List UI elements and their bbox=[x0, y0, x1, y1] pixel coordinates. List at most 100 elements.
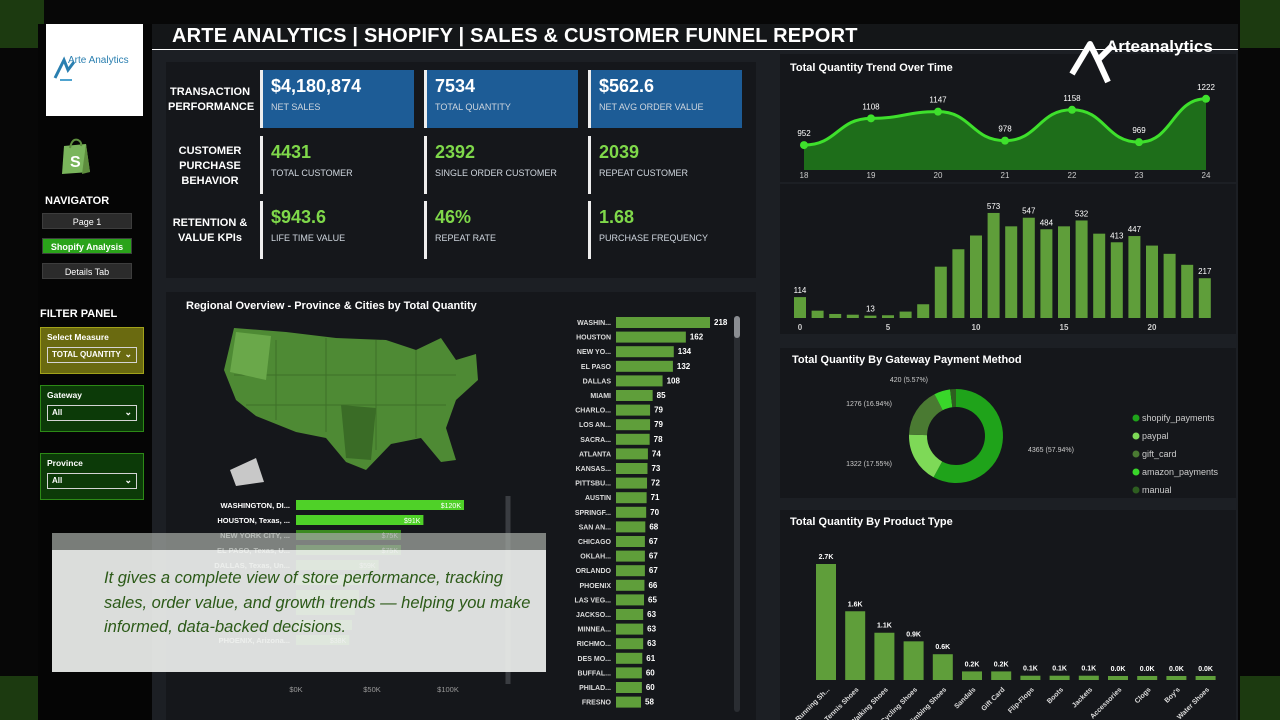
city-value: 78 bbox=[654, 435, 663, 444]
trend-x-tick: 19 bbox=[867, 171, 876, 178]
shopify-icon: S bbox=[62, 138, 90, 174]
product-bar bbox=[816, 564, 836, 680]
province-bar bbox=[296, 515, 424, 525]
province-x-tick: $50K bbox=[363, 685, 381, 694]
hourly-bar bbox=[864, 315, 877, 318]
trend-title: Total Quantity Trend Over Time bbox=[790, 62, 953, 74]
kpi-lifetime-value: $943.6 LIFE TIME VALUE bbox=[260, 201, 414, 259]
city-label: WASHIN... bbox=[577, 320, 611, 327]
city-label: PHOENIX bbox=[579, 583, 611, 590]
corner-decoration bbox=[0, 676, 44, 720]
product-category-label: Boots bbox=[1046, 686, 1065, 705]
kpi-label: NET AVG ORDER VALUE bbox=[599, 102, 704, 112]
kpi-value: 2392 bbox=[435, 142, 476, 162]
product-data-label: 0.2K bbox=[965, 661, 980, 668]
trend-data-label: 952 bbox=[797, 129, 811, 138]
city-label: NEW YO... bbox=[577, 349, 611, 356]
hourly-bar bbox=[1005, 226, 1018, 318]
city-label: HOUSTON bbox=[576, 335, 611, 342]
city-value: 70 bbox=[650, 508, 659, 517]
city-label: ATLANTA bbox=[579, 451, 611, 458]
trend-data-label: 1158 bbox=[1063, 94, 1081, 103]
city-label: FRESNO bbox=[582, 700, 612, 707]
gateway-select[interactable]: All ⌄ bbox=[47, 405, 137, 421]
product-data-label: 2.7K bbox=[819, 554, 834, 561]
kpi-value: 46% bbox=[435, 207, 472, 227]
kpi-value: 4431 bbox=[271, 142, 312, 162]
scrollbar-thumb[interactable] bbox=[734, 316, 740, 338]
hourly-x-tick: 5 bbox=[886, 323, 891, 332]
product-bar bbox=[874, 632, 895, 680]
product-bar bbox=[1078, 675, 1099, 680]
hourly-x-tick: 0 bbox=[798, 323, 803, 332]
product-bar bbox=[932, 654, 953, 680]
hourly-bar bbox=[1198, 278, 1211, 318]
trend-area bbox=[804, 98, 1206, 170]
nav-page-1[interactable]: Page 1 bbox=[42, 213, 132, 229]
city-value: 134 bbox=[678, 347, 692, 356]
product-category-label: Sandals bbox=[953, 686, 977, 710]
kpi-row-label: TRANSACTION PERFORMANCE bbox=[168, 86, 255, 113]
nav-details-tab[interactable]: Details Tab bbox=[42, 263, 132, 279]
city-bar bbox=[616, 346, 674, 358]
city-value: 63 bbox=[647, 610, 656, 619]
product-data-label: 0.1K bbox=[1023, 666, 1038, 673]
city-label: LAS VEG... bbox=[574, 597, 611, 604]
trend-x-tick: 18 bbox=[800, 171, 809, 178]
hourly-bar bbox=[1181, 264, 1194, 318]
legend-swatch bbox=[1132, 450, 1140, 458]
product-bar bbox=[962, 671, 982, 680]
city-bar bbox=[616, 433, 650, 445]
kpi-purchase-frequency: 1.68 PURCHASE FREQUENCY bbox=[588, 201, 742, 259]
arteanalytics-icon bbox=[1069, 41, 1115, 84]
hourly-bar bbox=[811, 310, 824, 318]
kpi-value: $562.6 bbox=[599, 76, 655, 96]
kpi-repeat-rate: 46% REPEAT RATE bbox=[424, 201, 578, 259]
kpi-label: LIFE TIME VALUE bbox=[271, 233, 346, 243]
city-bar bbox=[616, 331, 686, 343]
city-value: 73 bbox=[651, 464, 660, 473]
hourly-data-label: 413 bbox=[1110, 231, 1124, 240]
province-filter: Province All ⌄ bbox=[40, 453, 144, 500]
city-label: BUFFAL... bbox=[578, 670, 611, 677]
province-select[interactable]: All ⌄ bbox=[47, 473, 137, 489]
city-bar bbox=[616, 565, 645, 577]
svg-text:S: S bbox=[70, 154, 81, 171]
measure-filter-label: Select Measure bbox=[47, 332, 109, 342]
hourly-data-label: 547 bbox=[1022, 207, 1036, 216]
city-value: 108 bbox=[667, 376, 681, 385]
measure-select[interactable]: TOTAL QUANTITY ⌄ bbox=[47, 347, 137, 363]
trend-area-chart: 952 18 1108 19 1147 20 978 21 1158 22 969 23 1222 24 bbox=[797, 83, 1215, 178]
caption-bar bbox=[52, 533, 546, 550]
city-label: PHILAD... bbox=[579, 685, 611, 692]
hourly-bar bbox=[1022, 217, 1035, 318]
cities-bar-chart: WASHIN... 218 HOUSTON 162 NEW YO... 134 EL PAS… bbox=[574, 317, 728, 708]
nav-shopify-analysis[interactable]: Shopify Analysis bbox=[42, 238, 132, 254]
city-value: 67 bbox=[649, 537, 658, 546]
city-bar bbox=[616, 609, 644, 620]
city-value: 60 bbox=[646, 683, 655, 692]
trend-data-label: 1108 bbox=[862, 102, 880, 111]
hourly-bar bbox=[899, 311, 912, 318]
product-category-label: Boy's bbox=[1164, 686, 1182, 704]
us-map[interactable] bbox=[216, 320, 486, 490]
product-data-label: 0.9K bbox=[906, 631, 921, 638]
city-value: 74 bbox=[652, 449, 661, 458]
product-bar bbox=[845, 611, 866, 680]
product-data-label: 0.0K bbox=[1140, 666, 1155, 673]
province-value: $91K bbox=[404, 518, 421, 525]
product-bar bbox=[1166, 676, 1187, 680]
cities-scrollbar[interactable] bbox=[734, 316, 740, 712]
logo-text: Arte Analytics bbox=[68, 55, 129, 66]
kpi-avg-order-value: $562.6 NET AVG ORDER VALUE bbox=[588, 70, 742, 128]
chevron-down-icon: ⌄ bbox=[124, 407, 132, 417]
trend-point bbox=[800, 141, 808, 150]
province-value: $120K bbox=[441, 503, 462, 510]
city-value: 68 bbox=[649, 522, 658, 531]
report-title: ARTE ANALYTICS | SHOPIFY | SALES & CUSTO… bbox=[172, 25, 858, 47]
kpi-label: NET SALES bbox=[271, 102, 321, 112]
hourly-data-label: 447 bbox=[1128, 225, 1142, 234]
hourly-data-label: 484 bbox=[1040, 218, 1054, 227]
city-value: 132 bbox=[677, 362, 691, 371]
city-bar bbox=[616, 594, 645, 606]
